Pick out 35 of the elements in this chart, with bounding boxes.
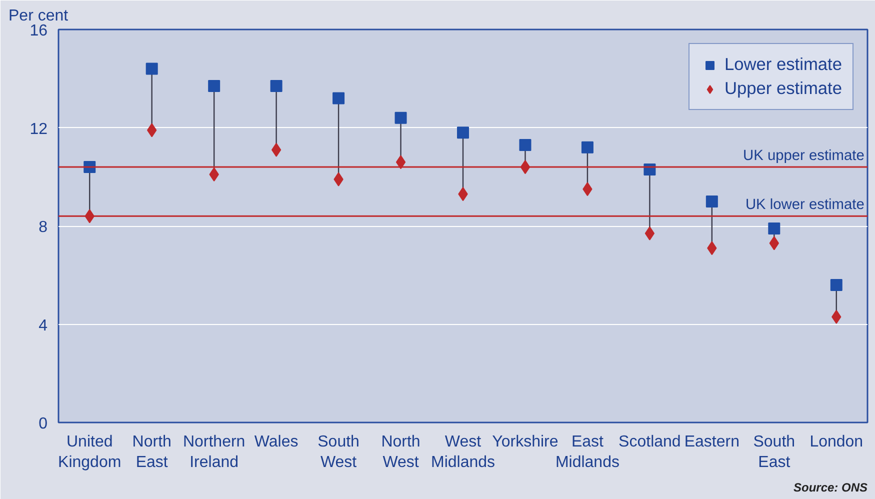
point (706, 195, 718, 208)
point (332, 92, 345, 104)
legend-label: Lower estimate (724, 54, 842, 75)
source-note: Source: ONS (793, 480, 868, 494)
point (519, 138, 532, 151)
point (396, 155, 406, 170)
x-tick-label: United Kingdom (58, 434, 122, 471)
x-tick-label: Wales (254, 434, 298, 450)
point (146, 62, 158, 75)
point (270, 80, 282, 92)
x-tick-label: North West (381, 434, 420, 471)
x-tick-label: Eastern (684, 434, 740, 450)
point (830, 278, 842, 291)
point (768, 222, 780, 234)
ref-line-label: UK upper estimate (743, 148, 864, 164)
y-tick-label: 12 (30, 120, 48, 138)
x-tick-label: South East (753, 434, 796, 471)
y-tick-label: 4 (38, 317, 48, 334)
point (581, 141, 594, 154)
x-tick-label: London (810, 434, 864, 450)
point (208, 80, 220, 92)
y-axis-title: Per cent (8, 8, 69, 24)
ref-line-label: UK lower estimate (745, 197, 864, 214)
legend-label: Upper estimate (724, 78, 842, 99)
point (271, 142, 282, 157)
x-tick-label: North East (132, 434, 172, 471)
y-tick-label: 16 (30, 22, 48, 40)
x-tick-label: Northern Ireland (182, 434, 246, 471)
x-tick-label: Scotland (618, 434, 681, 450)
y-tick-label: 8 (38, 219, 48, 236)
x-tick-label: South West (318, 434, 360, 471)
y-tick-label: 0 (38, 416, 48, 432)
point (644, 226, 655, 240)
point (394, 112, 407, 124)
point (457, 126, 469, 139)
